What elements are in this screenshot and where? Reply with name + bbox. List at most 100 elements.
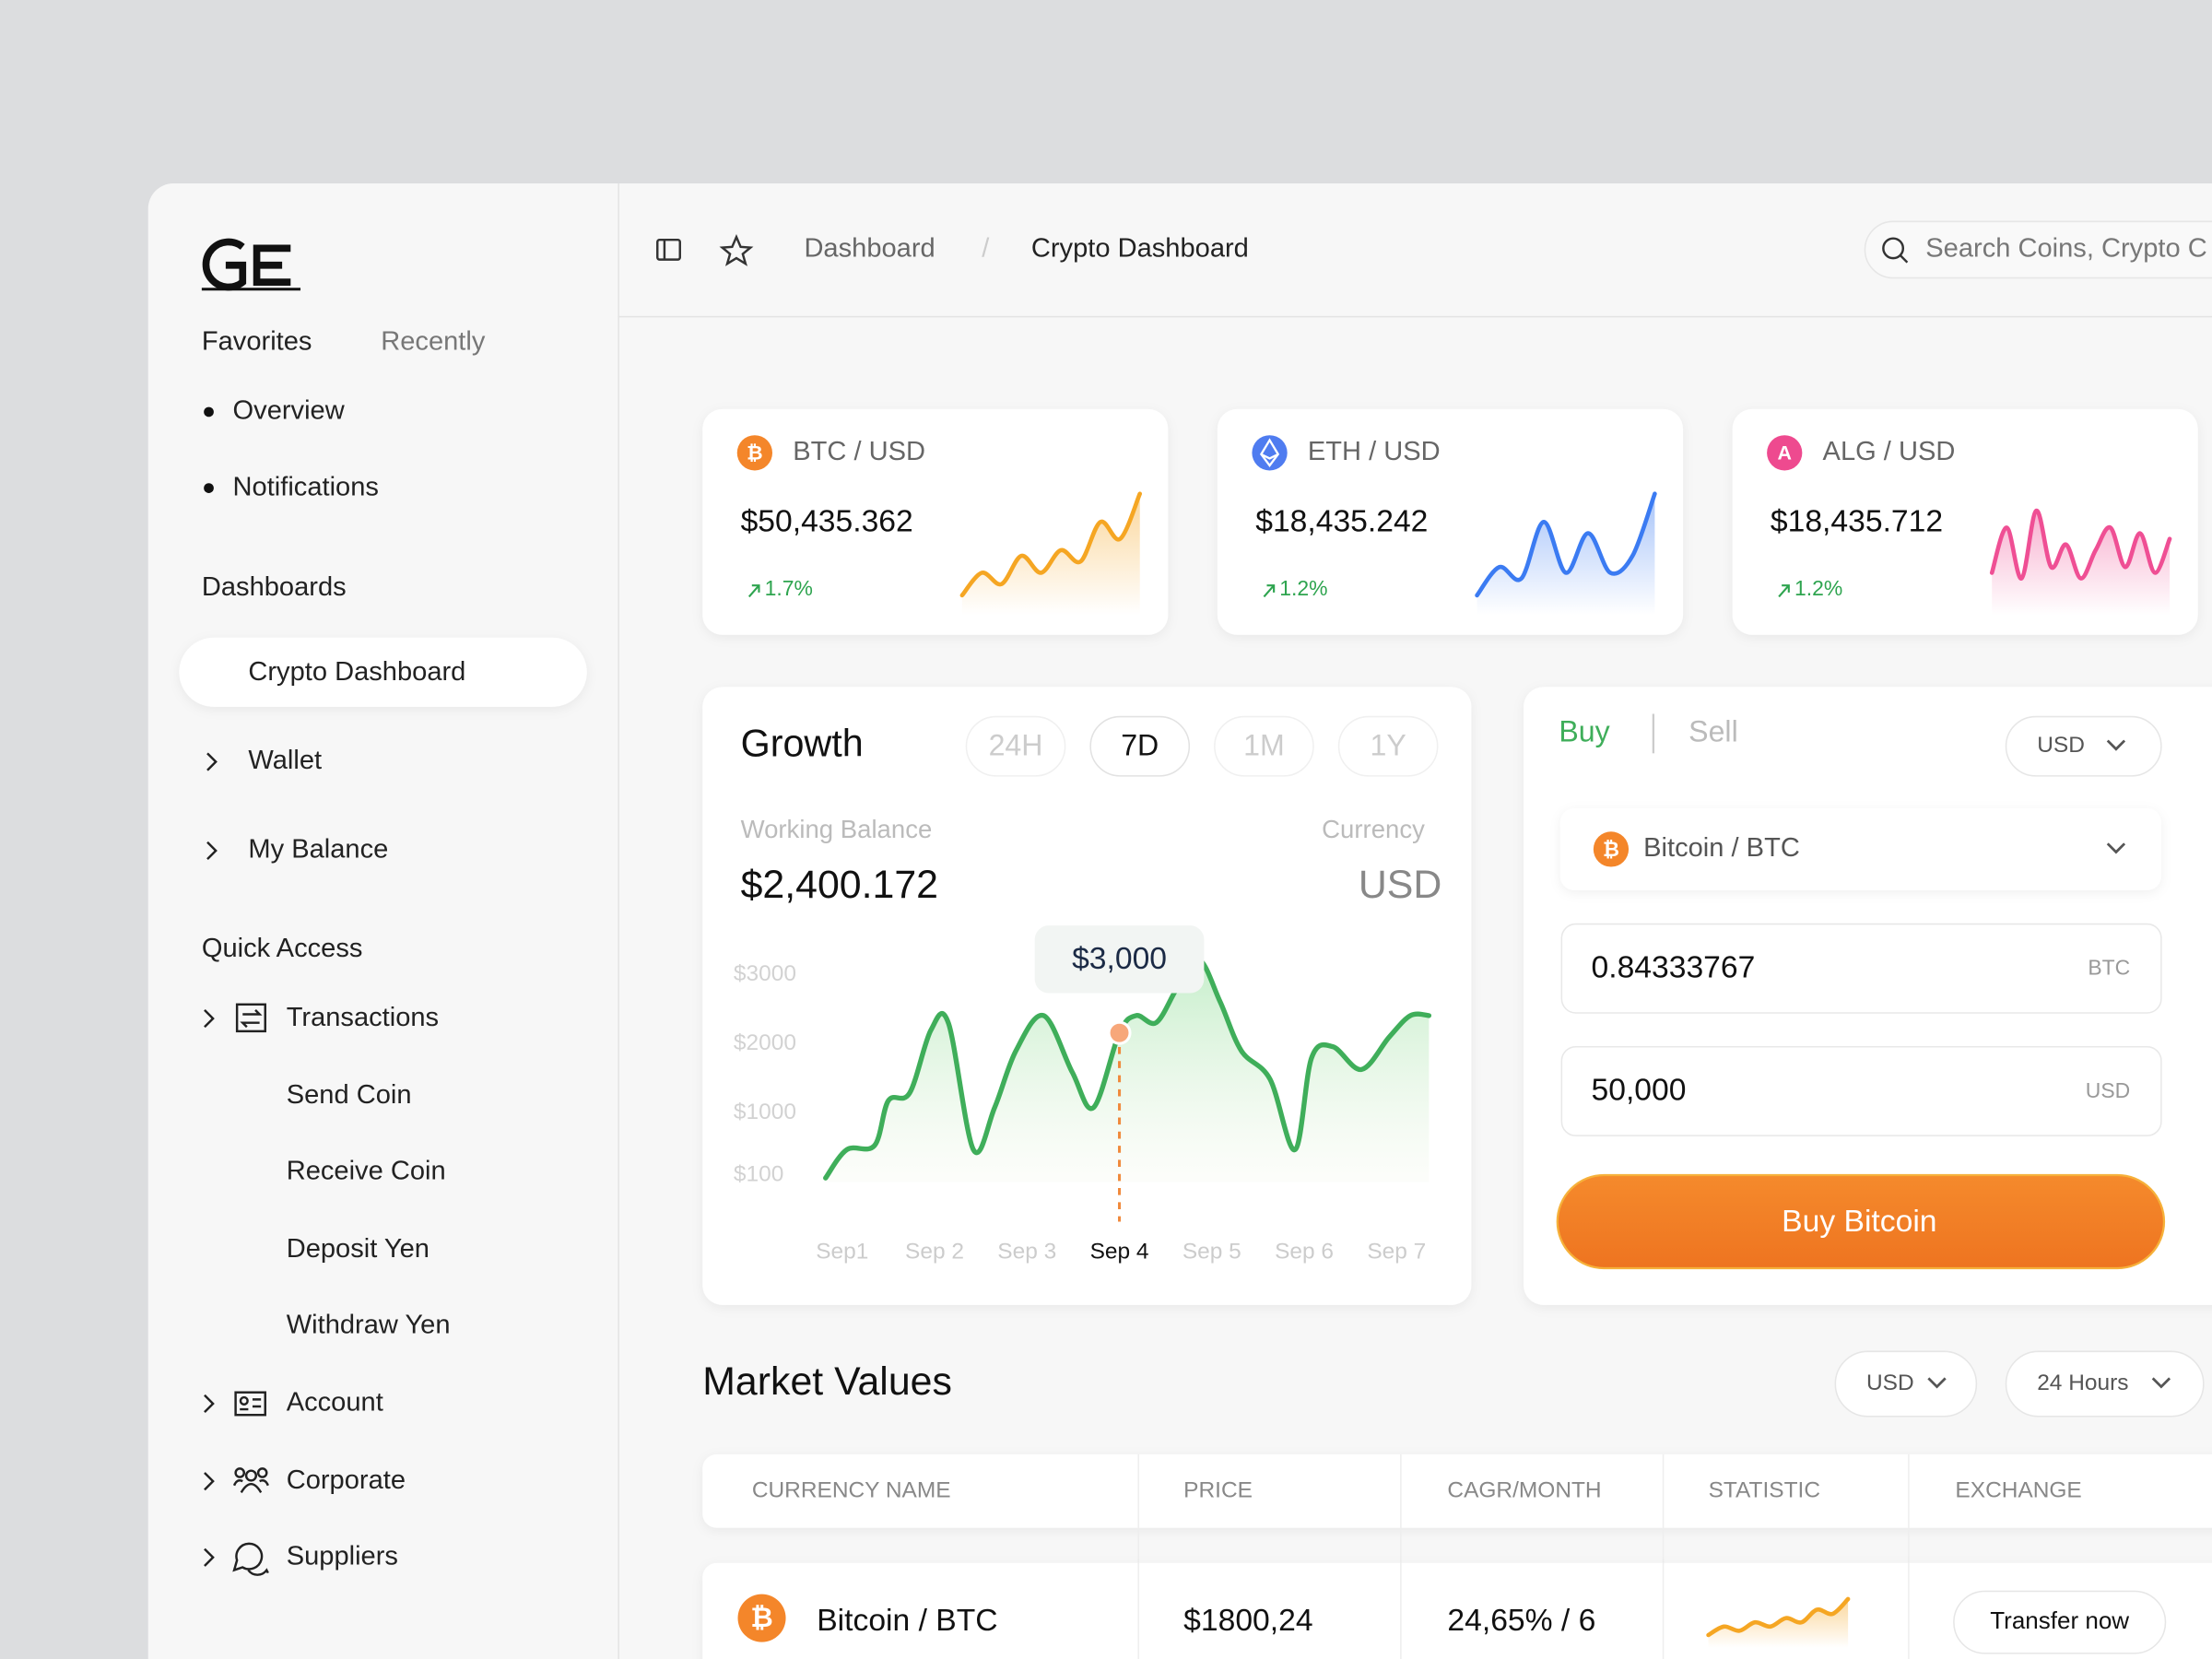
sparkline [1989,508,2172,581]
icon-part [232,1542,269,1576]
nav-item[interactable]: Notifications [233,472,379,501]
ticker-price: $18,435.242 [1255,505,1428,539]
nav-item[interactable]: Crypto Dashboard [248,657,465,687]
x-tick-label: Sep 7 [1367,1240,1426,1265]
line-area [825,959,1430,1182]
nav-item[interactable]: Overview [233,396,346,426]
dropdown-label: USD [2037,733,2085,758]
chevron-icon [204,1547,215,1567]
coin-icon [1252,435,1288,471]
icon-part [234,1467,246,1478]
buy-button[interactable] [1556,1173,2166,1270]
trade-tab[interactable]: Sell [1688,714,1738,747]
icon-part [232,1479,269,1494]
bullet [204,483,214,493]
coin-icon [737,1594,786,1642]
ticker-price: $18,435.712 [1771,505,1943,539]
growth-card [702,687,1472,1305]
x-tick-label: Sep1 [816,1240,868,1265]
nav-item[interactable]: Account [287,1388,383,1418]
input-value: 0.84333767 [1592,950,1756,984]
range-label: 24H [989,729,1043,762]
ticker-change: 1.7% [765,576,813,600]
sparkline-area [961,493,1140,616]
breadcrumb-link[interactable]: Dashboard [804,234,935,264]
nav-item[interactable]: Corporate [287,1465,406,1495]
coin-icon [1593,831,1630,867]
range-button[interactable] [1214,715,1314,777]
range-label: 1Y [1370,729,1406,762]
coin-symbol: ₿ [747,442,762,465]
transfer-button[interactable] [1953,1590,2167,1654]
column-header: EXCHANGE [1955,1477,2081,1502]
cell-name: Bitcoin / BTC [817,1604,997,1638]
trade-tab[interactable]: Buy [1559,714,1609,747]
logo [201,238,301,291]
eth-icon [1259,438,1280,468]
ticker-change: 1.2% [1279,576,1327,600]
nav-item[interactable]: Suppliers [287,1541,398,1571]
pair-label: Bitcoin / BTC [1643,833,1800,863]
nav-item[interactable]: Deposit Yen [287,1234,429,1264]
nav-item[interactable]: Withdraw Yen [287,1310,451,1339]
icon-part [239,1395,249,1406]
tooltip-text: $3,000 [1072,942,1167,976]
dropdown-label: 24 Hours [2037,1371,2128,1395]
nav-item[interactable]: Receive Coin [287,1157,446,1186]
chevron-icon [204,1472,215,1491]
pair-select[interactable] [1559,808,2161,890]
icon-part [240,1398,262,1411]
chevron-down-icon [2151,1377,2171,1389]
dropdown-label: USD [1866,1371,1914,1395]
ticker-pair: BTC / USD [793,437,925,466]
sparkline-area [1477,493,1655,616]
chevron-down-icon [1927,1377,1947,1389]
header-icons [656,234,754,266]
up-arrow-icon [1778,584,1790,598]
nav-icon [232,1467,269,1494]
nav-item[interactable]: Send Coin [287,1080,412,1110]
input-unit: USD [2086,1078,2130,1102]
range-button[interactable] [1089,715,1191,777]
favorite-star-icon[interactable] [719,234,754,266]
column-header: PRICE [1183,1477,1253,1502]
nav-item[interactable]: Wallet [248,746,322,775]
range-button[interactable] [965,715,1066,777]
filter-dropdown[interactable] [1834,1350,1978,1418]
breadcrumb-separator: / [982,234,990,264]
x-tick-label: Sep 3 [997,1240,1056,1265]
tooltip [1034,925,1205,994]
range-label: 7D [1121,729,1159,762]
ticker-pair: ETH / USD [1308,437,1441,466]
ticker-pair: ALG / USD [1823,437,1956,466]
tab[interactable]: Favorites [202,327,312,357]
input-field[interactable] [1560,1045,2162,1136]
nav-icon [232,1542,269,1576]
input-unit: BTC [2088,956,2130,980]
icon-part [235,1003,266,1033]
range-button[interactable] [1337,715,1439,777]
nav-item[interactable]: Transactions [287,1003,439,1032]
transfer-button-label: Transfer now [1990,1606,2129,1634]
balance-value: $2,400.172 [741,863,938,907]
icon-part [240,1009,263,1029]
range-label: 1M [1243,729,1285,762]
search-box[interactable] [1864,220,2212,279]
filter-dropdown[interactable] [2005,1350,2205,1418]
currency-dropdown[interactable] [2005,715,2162,777]
sidebar-toggle-icon[interactable] [656,238,681,261]
input-field[interactable] [1560,923,2162,1014]
sparkline [1706,1596,1851,1638]
y-tick-label: $3000 [734,961,796,986]
icon-part [244,1469,258,1482]
cell-price: $1800,24 [1183,1604,1312,1638]
breadcrumb-current: Crypto Dashboard [1031,234,1249,264]
search-placeholder: Search Coins, Crypto C [1925,234,2206,264]
annotation-marker [1107,1020,1132,1045]
nav-item[interactable]: My Balance [248,835,388,865]
column-header: CAGR/MONTH [1447,1477,1601,1502]
sparkline [1475,491,1657,598]
tab[interactable]: Recently [381,327,486,357]
ticker-change: 1.2% [1794,576,1842,600]
